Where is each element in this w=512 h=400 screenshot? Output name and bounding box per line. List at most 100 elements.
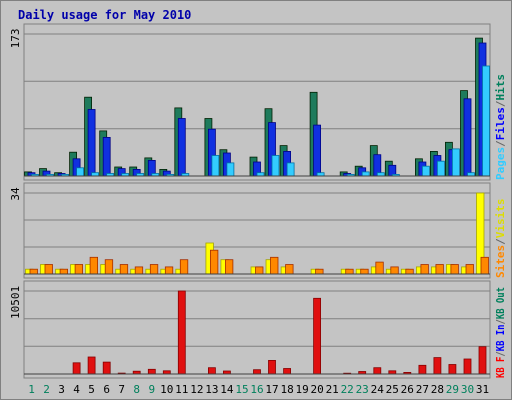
bar-kb-f [433, 357, 442, 375]
bar-pages [451, 148, 460, 177]
legend-entry: KB Out [494, 287, 507, 319]
bar-kb-f [207, 367, 216, 375]
bar-sites [164, 266, 174, 275]
x-tick-label: 24 [371, 383, 385, 396]
panel-visits-plot-area [23, 182, 491, 279]
legend-entry: / [494, 238, 507, 245]
bar-kb-f [418, 364, 427, 375]
bar-pages [421, 165, 430, 177]
bar-pages [76, 167, 84, 177]
x-tick-label: 31 [476, 383, 489, 396]
bar-kb-f [478, 346, 487, 375]
bar-sites [224, 259, 234, 275]
x-tick-label: 30 [461, 383, 474, 396]
legend-entry: KB F [494, 357, 507, 378]
x-tick-label: 26 [401, 383, 414, 396]
x-tick-label: 25 [386, 383, 399, 396]
bar-sites [255, 266, 264, 275]
legend-entry: Visits [494, 199, 507, 239]
x-tick-label: 5 [88, 383, 95, 396]
bar-sites [119, 264, 129, 275]
x-tick-label: 7 [118, 383, 125, 396]
x-tick-label: 13 [205, 383, 218, 396]
x-tick-label: 19 [295, 383, 308, 396]
x-tick-label: 11 [175, 383, 188, 396]
bar-sites [360, 268, 369, 275]
x-tick-label: 20 [310, 383, 323, 396]
bar-sites [435, 264, 444, 275]
bar-kb-f [87, 356, 96, 375]
x-tick-label: 18 [280, 383, 293, 396]
bar-sites [149, 264, 159, 275]
legend-entry: KB In [494, 324, 507, 351]
bar-sites [104, 259, 114, 275]
bar-files [463, 98, 472, 177]
x-tick-label: 4 [73, 383, 80, 396]
legend-entry: Sites [494, 245, 507, 278]
x-tick-label: 12 [190, 383, 203, 396]
y-max-label: 34 [9, 187, 22, 201]
bar-kb-f [72, 362, 81, 375]
bar-sites [315, 268, 324, 275]
bar-kb-f [373, 367, 382, 375]
x-tick-label: 2 [43, 383, 50, 396]
x-tick-label: 1 [28, 383, 35, 396]
x-tick-label: 23 [356, 383, 369, 396]
bar-pages [271, 155, 280, 177]
bar-sites [74, 264, 83, 275]
bar-sites [480, 256, 489, 275]
y-max-label: 173 [9, 29, 22, 49]
bar-sites [270, 256, 279, 275]
bar-sites [465, 264, 474, 275]
bar-pages [361, 171, 370, 177]
bar-sites [209, 249, 219, 275]
bar-sites [345, 268, 354, 275]
bar-files [87, 109, 96, 177]
bar-sites [89, 256, 98, 275]
bar-kb-f [253, 369, 261, 375]
bar-kb-f [268, 359, 276, 375]
chart-title: Daily usage for May 2010 [18, 8, 191, 22]
x-tick-label: 28 [431, 383, 444, 396]
bar-kb-f [147, 368, 156, 375]
bar-sites [134, 266, 144, 275]
x-tick-label: 21 [326, 383, 339, 396]
bar-sites [44, 264, 53, 275]
bar-pages [482, 65, 490, 177]
chart-panels: 173Pages/Files/Hits34Sites/Visits10501KB… [9, 23, 507, 379]
bar-sites [405, 268, 414, 275]
bar-kb-f [448, 364, 457, 375]
bar-sites [179, 259, 189, 275]
x-axis-labels: 1 2 3 4 5 6 7 8 9 10 11 12 13 14 15 16 17 18 19 20 21 22 23 24 2… [28, 383, 489, 396]
bar-sites [285, 264, 294, 275]
bar-kb-f [102, 361, 111, 375]
legend-entry: / [494, 319, 507, 325]
panel-kbytes-legend: KB F/KB In/KB Out [494, 287, 507, 378]
legend-entry: / [494, 351, 507, 357]
bar-sites [59, 268, 68, 275]
x-tick-label: 8 [133, 383, 140, 396]
bar-pages [226, 162, 235, 177]
bar-pages [211, 155, 220, 177]
x-tick-label: 10 [160, 383, 173, 396]
x-tick-label: 17 [265, 383, 278, 396]
bar-files [177, 118, 186, 177]
x-tick-label: 9 [148, 383, 155, 396]
bar-kb-f [177, 290, 186, 375]
y-max-label: 10501 [9, 286, 22, 319]
bar-sites [450, 264, 459, 275]
bar-pages [436, 160, 445, 177]
bar-sites [390, 266, 399, 275]
panel-visits-legend: Sites/Visits [494, 199, 507, 279]
bar-files [313, 124, 322, 177]
bar-pages [286, 162, 295, 177]
x-tick-label: 29 [446, 383, 459, 396]
bar-kb-f [283, 368, 292, 375]
bar-files [102, 136, 111, 177]
bar-kb-f [463, 358, 472, 375]
panel-visits: 34 Sites/Visits [9, 182, 507, 279]
legend-entry: Pages [494, 147, 507, 180]
